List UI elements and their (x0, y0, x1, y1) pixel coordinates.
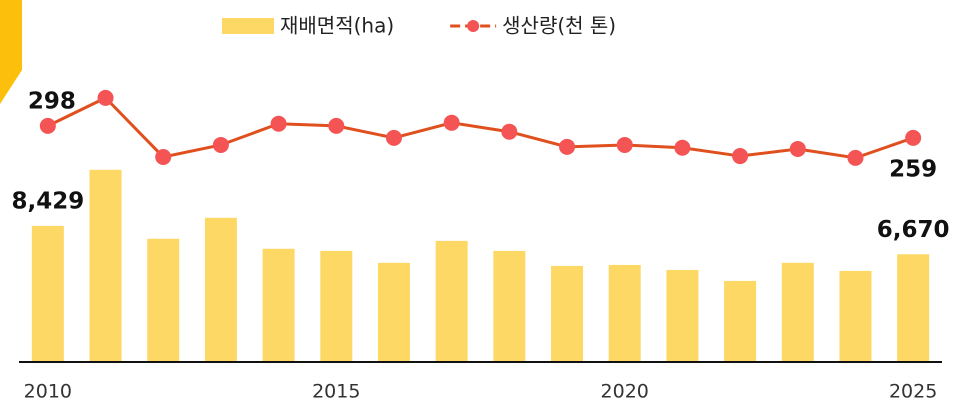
bar (608, 264, 641, 362)
line-marker (674, 139, 691, 156)
bar (262, 248, 295, 362)
line-marker (905, 129, 922, 146)
bar (551, 265, 584, 362)
bar (435, 240, 468, 362)
line-marker (847, 149, 864, 166)
line-marker (732, 148, 749, 165)
line (47, 96, 914, 160)
line-marker (789, 140, 806, 157)
line-marker (270, 115, 287, 132)
bar (204, 217, 237, 362)
x-tick-label: 2025 (889, 381, 937, 403)
bar-value-label: 8,429 (11, 188, 84, 214)
bar-value-label: 6,670 (877, 217, 950, 243)
x-tick-label: 2015 (312, 381, 360, 403)
line-marker (501, 123, 518, 140)
bar (781, 262, 814, 362)
line-marker (616, 136, 633, 153)
bar (839, 270, 872, 362)
legend-marker (467, 20, 480, 32)
line-marker (559, 138, 576, 155)
line-marker (39, 117, 56, 134)
corner-decoration (0, 0, 22, 104)
line-marker (155, 148, 172, 165)
x-tick-label: 2020 (601, 381, 649, 403)
x-tick-label: 2010 (24, 381, 72, 403)
line-marker (385, 129, 402, 146)
line-value-label: 298 (28, 88, 76, 114)
bar (493, 250, 526, 362)
line-value-label: 259 (889, 156, 937, 182)
bar (666, 269, 699, 362)
legend-label: 생산량(천 톤) (502, 14, 616, 38)
line-marker (443, 114, 460, 131)
bar (320, 250, 353, 362)
legend-swatch (222, 18, 274, 34)
bar (897, 254, 930, 362)
line-marker (97, 89, 114, 106)
bar (377, 262, 410, 362)
bar (147, 238, 180, 362)
line-marker (328, 117, 345, 134)
bar (31, 225, 64, 362)
bar (724, 280, 757, 362)
legend-label: 재배면적(ha) (280, 14, 394, 38)
line-marker (212, 136, 229, 153)
bar (89, 169, 122, 362)
